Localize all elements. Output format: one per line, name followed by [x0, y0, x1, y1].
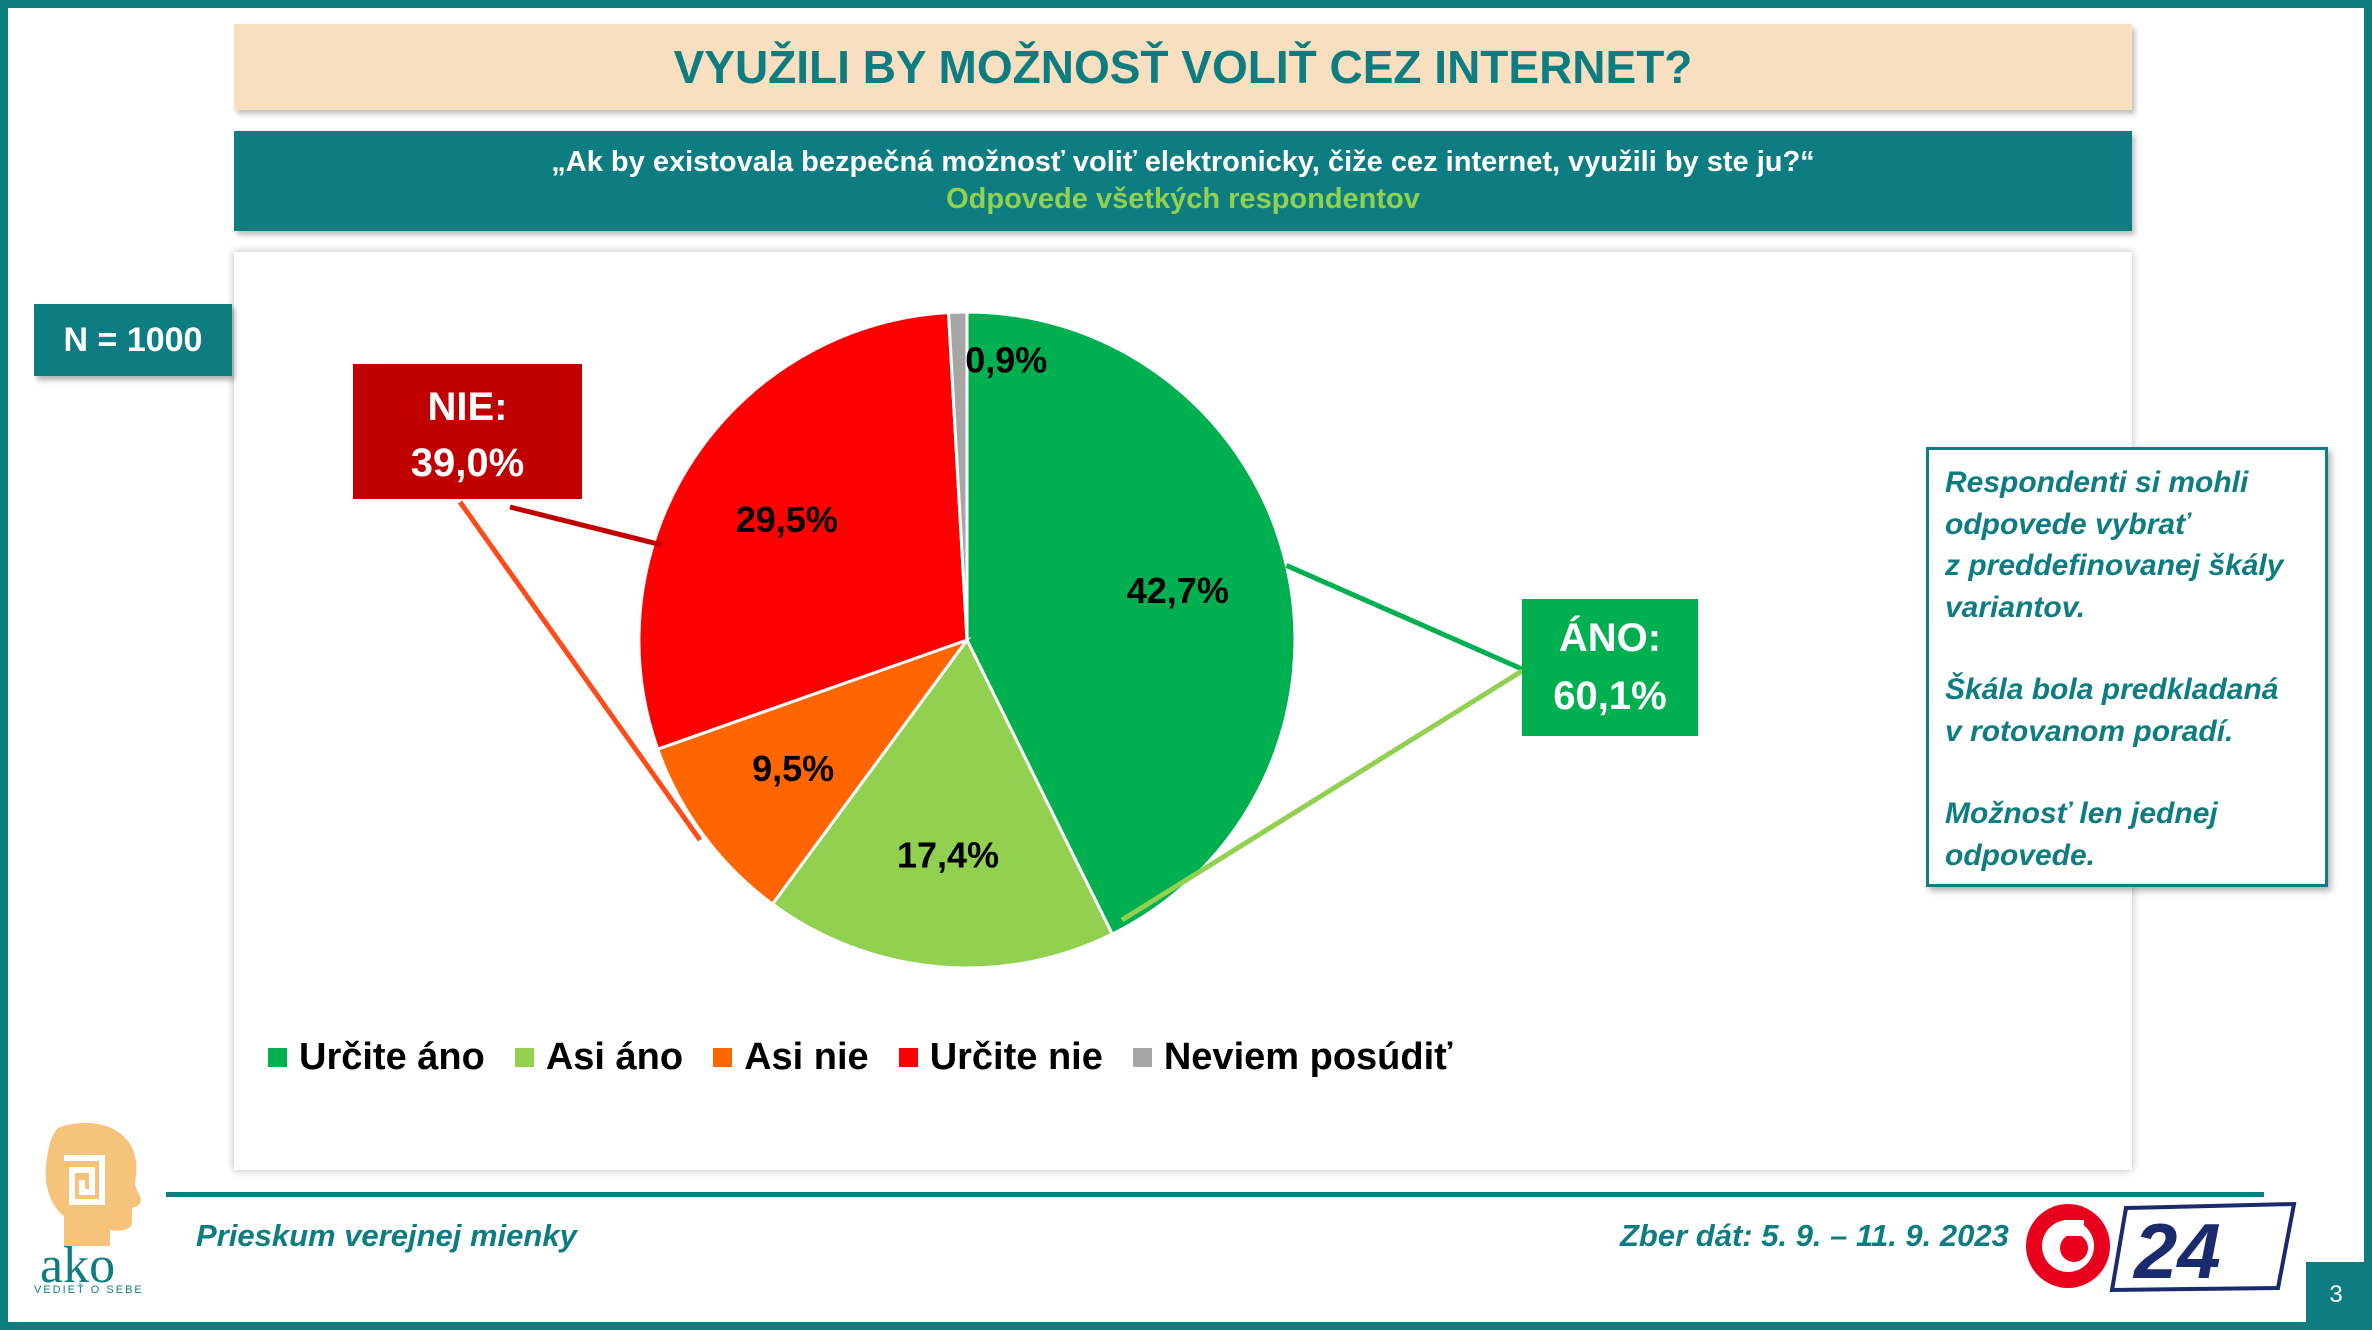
- note-line: variantov.: [1945, 590, 2086, 624]
- legend-swatch: [268, 1048, 287, 1067]
- legend-item-3: Určite nie: [898, 1036, 1103, 1079]
- footer-divider: [166, 1192, 2264, 1197]
- note-line: Škála bola predkladaná: [1945, 673, 2279, 706]
- note-paragraph-1: Respondenti si mohli odpovede vybrať z p…: [1945, 462, 2311, 628]
- legend-label: Neviem posúdiť: [1163, 1036, 1453, 1078]
- pie-slice-4: [946, 310, 969, 641]
- nie-group-box: [353, 364, 582, 499]
- legend-item-2: Asi nie: [713, 1036, 869, 1079]
- page-number: 3: [2306, 1262, 2366, 1328]
- slice-data-label-2: 9,5%: [752, 748, 834, 789]
- legend-label: Určite nie: [929, 1036, 1103, 1078]
- legend-swatch: [713, 1048, 733, 1067]
- legend-swatch: [1132, 1048, 1152, 1067]
- methodology-note: Respondenti si mohli odpovede vybrať z p…: [1926, 447, 2328, 887]
- pie-slice-1: [770, 637, 1115, 970]
- ako-head-icon: [45, 1122, 141, 1246]
- swirl-icon: [2026, 1204, 2110, 1288]
- note-line: odpovede.: [1945, 838, 2096, 872]
- nie-leader-line-1: [509, 504, 663, 548]
- nie-leader-line-2: [457, 500, 703, 842]
- legend-item-1: Asi áno: [514, 1036, 684, 1079]
- subtitle-text: Odpovede všetkých respondentov: [946, 183, 1420, 215]
- pie-slice-2: [655, 636, 972, 907]
- slice-data-label-3: 29,5%: [736, 499, 838, 540]
- ano-group-value: 60,1%: [1553, 674, 1666, 718]
- chart-legend: Určite áno Asi áno Asi nie Určite nie Neviem…: [268, 1036, 1482, 1079]
- note-paragraph-2: Škála bola predkladaná v rotovanom porad…: [1945, 669, 2311, 752]
- note-line: Možnosť len jednej: [1945, 797, 2218, 830]
- note-line: z preddefinovanej škály: [1945, 549, 2284, 582]
- legend-item-4: Neviem posúdiť: [1132, 1036, 1453, 1079]
- legend-swatch: [898, 1048, 918, 1067]
- ano-group-label: ÁNO:: [1559, 615, 1661, 660]
- note-line: v rotovanom poradí.: [1945, 714, 2234, 748]
- nie-group-value: 39,0%: [411, 441, 524, 485]
- joj24-logo: 24: [2026, 1201, 2297, 1295]
- slice-data-label-4: 0,9%: [965, 340, 1047, 381]
- note-line: odpovede vybrať: [1945, 507, 2190, 541]
- slice-data-label-1: 17,4%: [897, 835, 999, 876]
- title-bar: VYUŽILI BY MOŽNOSŤ VOLIŤ CEZ INTERNET?: [234, 24, 2132, 110]
- question-bar: „Ak by existovala bezpečná možnosť voliť…: [234, 131, 2132, 231]
- legend-label: Asi nie: [744, 1036, 869, 1078]
- tv-badge-shape: [2109, 1201, 2297, 1293]
- legend-label: Určite áno: [299, 1036, 485, 1078]
- pie-slice-3: [637, 310, 969, 752]
- page-title: VYUŽILI BY MOŽNOSŤ VOLIŤ CEZ INTERNET?: [673, 41, 1693, 93]
- question-text: „Ak by existovala bezpečná možnosť voliť…: [551, 146, 1815, 178]
- ako-wordmark: ako: [40, 1237, 115, 1294]
- note-line: Respondenti si mohli: [1945, 466, 2249, 499]
- tv-number: 24: [2132, 1207, 2221, 1295]
- ano-leader-line-2: [1120, 668, 1524, 923]
- legend-swatch: [514, 1048, 534, 1067]
- ano-group-box: [1522, 599, 1698, 736]
- slice-data-label-0: 42,7%: [1127, 570, 1229, 611]
- sample-size-badge: N = 1000: [34, 304, 232, 376]
- ako-tagline: VEDIEŤ O SEBE: [34, 1284, 144, 1296]
- pie-slice-0: [965, 310, 1297, 937]
- legend-label: Asi áno: [545, 1036, 684, 1078]
- legend-item-0: Určite áno: [268, 1036, 485, 1079]
- footer-date-label: Zber dát: 5. 9. – 11. 9. 2023: [1620, 1218, 2009, 1253]
- footer-survey-label: Prieskum verejnej mienky: [196, 1218, 577, 1253]
- ako-logo: ako: [40, 1122, 141, 1294]
- ano-leader-line-1: [1285, 563, 1524, 672]
- nie-group-label: NIE:: [428, 385, 508, 429]
- note-paragraph-3: Možnosť len jednej odpovede.: [1945, 793, 2311, 876]
